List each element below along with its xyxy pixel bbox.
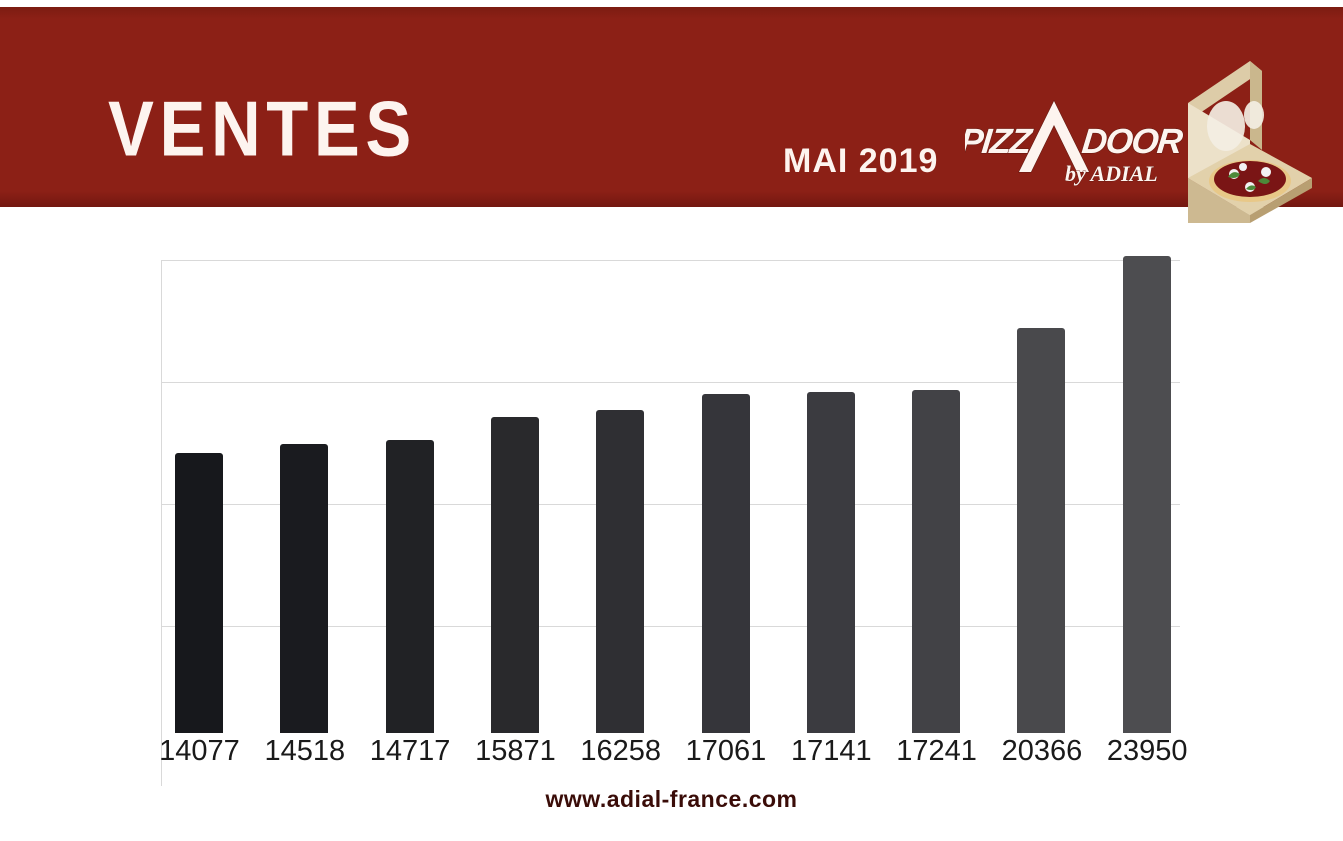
- svg-text:DOOR: DOOR: [1080, 122, 1185, 161]
- svg-text:by ADIAL: by ADIAL: [1065, 161, 1158, 186]
- svg-text:PIZZ: PIZZ: [965, 122, 1035, 161]
